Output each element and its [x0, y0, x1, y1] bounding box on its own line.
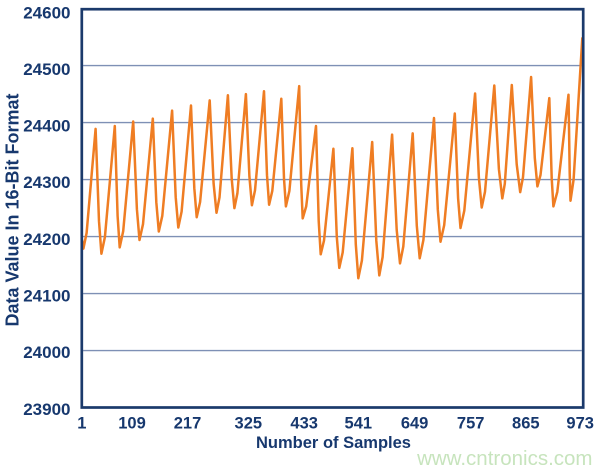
svg-text:325: 325	[235, 415, 263, 433]
svg-text:24600: 24600	[23, 3, 70, 22]
svg-text:649: 649	[401, 415, 429, 433]
svg-text:757: 757	[457, 415, 485, 433]
svg-text:865: 865	[512, 415, 540, 433]
svg-text:24500: 24500	[23, 60, 70, 79]
svg-text:24100: 24100	[23, 287, 70, 306]
svg-text:24200: 24200	[23, 230, 70, 249]
svg-text:Data Value In 16-Bit Format: Data Value In 16-Bit Format	[3, 93, 23, 326]
svg-text:24300: 24300	[23, 173, 70, 192]
svg-text:23900: 23900	[23, 400, 70, 419]
svg-text:Number of Samples: Number of Samples	[256, 434, 411, 452]
svg-text:24000: 24000	[23, 343, 70, 362]
svg-text:www.cntronics.com: www.cntronics.com	[416, 447, 592, 470]
svg-text:433: 433	[290, 415, 318, 433]
svg-text:541: 541	[345, 415, 373, 433]
svg-text:24400: 24400	[23, 117, 70, 136]
svg-text:217: 217	[174, 415, 202, 433]
svg-text:109: 109	[118, 415, 146, 433]
svg-text:973: 973	[566, 415, 594, 433]
svg-text:1: 1	[77, 415, 86, 433]
